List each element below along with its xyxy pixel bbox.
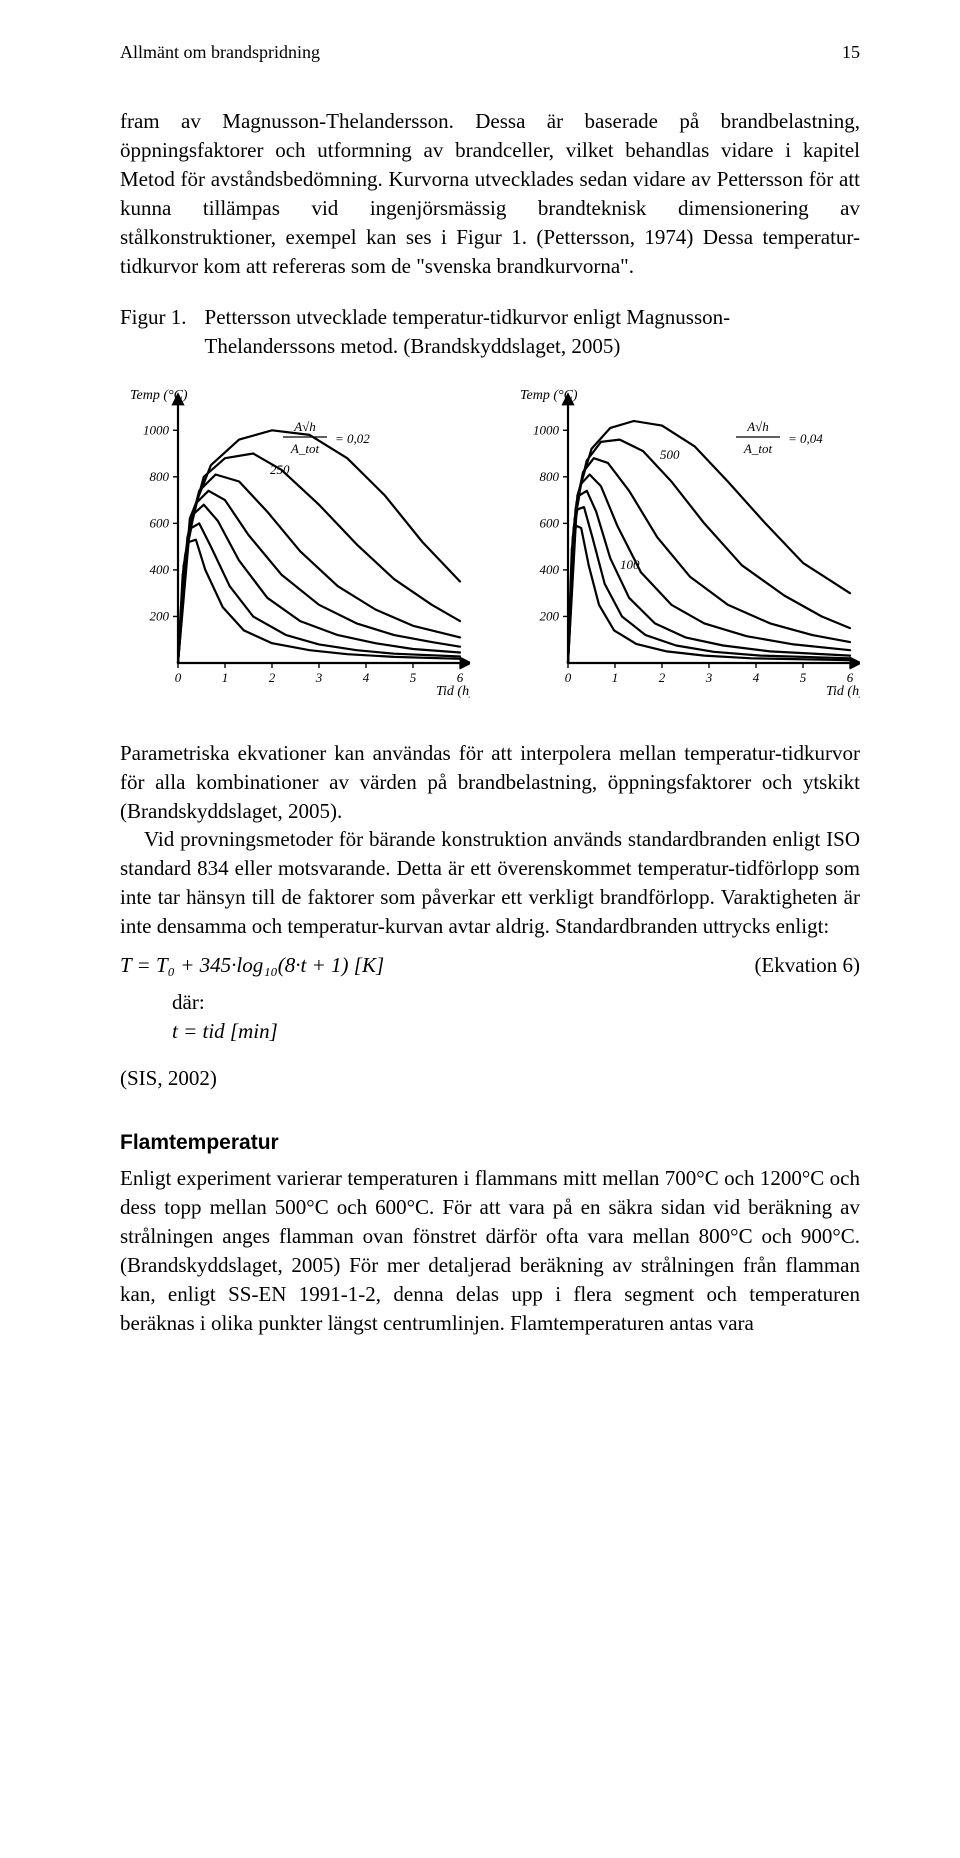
svg-text:200: 200 xyxy=(150,608,170,623)
figure-1-charts: 20040060080010000123456Temp (°C)Tid (h)A… xyxy=(120,379,860,699)
svg-text:6: 6 xyxy=(847,670,854,685)
svg-text:600: 600 xyxy=(540,515,560,530)
svg-text:800: 800 xyxy=(540,468,560,483)
figure-label: Figur 1. xyxy=(120,303,205,361)
svg-text:1: 1 xyxy=(222,670,229,685)
svg-text:1000: 1000 xyxy=(143,422,170,437)
svg-text:A_tot: A_tot xyxy=(290,441,320,456)
where-line: t = tid [min] xyxy=(172,1017,860,1046)
svg-text:400: 400 xyxy=(150,561,170,576)
figure-1-caption: Figur 1. Pettersson utvecklade temperatu… xyxy=(120,303,860,361)
svg-text:3: 3 xyxy=(315,670,323,685)
svg-text:A_tot: A_tot xyxy=(743,441,773,456)
svg-text:= 0,04: = 0,04 xyxy=(788,431,823,446)
section-heading-flamtemperatur: Flamtemperatur xyxy=(120,1129,860,1158)
svg-text:100: 100 xyxy=(620,557,640,572)
svg-text:A√h: A√h xyxy=(746,419,769,434)
equation-lhs: T = T₀ + 345·log₁₀(8·t + 1) [K] xyxy=(120,951,384,980)
citation-sis: (SIS, 2002) xyxy=(120,1064,860,1093)
chart-left: 200 400 600 800 1000 0 1 2 3 4 5 6 Temp (°C) Tid (h) A… xyxy=(120,379,470,699)
paragraph-4: Enligt experiment varierar temperaturen … xyxy=(120,1164,860,1338)
svg-text:2: 2 xyxy=(659,670,666,685)
equation-6: T = T₀ + 345·log₁₀(8·t + 1) [K] (Ekvatio… xyxy=(120,951,860,980)
svg-text:5: 5 xyxy=(410,670,417,685)
svg-text:4: 4 xyxy=(363,670,370,685)
svg-text:600: 600 xyxy=(150,515,170,530)
svg-text:3: 3 xyxy=(705,670,713,685)
svg-text:800: 800 xyxy=(150,468,170,483)
svg-text:A√h: A√h xyxy=(293,419,316,434)
page-header: Allmänt om brandspridning 15 xyxy=(120,40,860,65)
where-label: där: xyxy=(172,988,860,1017)
svg-text:200: 200 xyxy=(540,608,560,623)
header-left: Allmänt om brandspridning xyxy=(120,40,320,65)
header-page-number: 15 xyxy=(842,40,860,65)
svg-text:0: 0 xyxy=(565,670,572,685)
svg-text:400: 400 xyxy=(540,561,560,576)
equation-where-block: där: t = tid [min] xyxy=(172,988,860,1046)
paragraph-3: Vid provningsmetoder för bärande konstru… xyxy=(120,825,860,941)
svg-text:2: 2 xyxy=(269,670,276,685)
svg-text:4: 4 xyxy=(753,670,760,685)
equation-label: (Ekvation 6) xyxy=(754,951,860,980)
svg-text:500: 500 xyxy=(660,447,680,462)
svg-text:Tid (h): Tid (h) xyxy=(436,684,470,699)
svg-text:1: 1 xyxy=(612,670,619,685)
svg-text:1000: 1000 xyxy=(533,422,560,437)
svg-text:5: 5 xyxy=(800,670,807,685)
paragraph-1: fram av Magnusson-Thelandersson. Dessa ä… xyxy=(120,107,860,281)
svg-text:= 0,02: = 0,02 xyxy=(335,431,370,446)
svg-text:Tid (h): Tid (h) xyxy=(826,684,860,699)
figure-text: Pettersson utvecklade temperatur-tidkurv… xyxy=(205,303,860,361)
chart-right: 200 400 600 800 1000 0 1 2 3 4 5 6 Temp (°C) Tid (h) A… xyxy=(510,379,860,699)
svg-text:250: 250 xyxy=(270,462,290,477)
svg-text:Temp (°C): Temp (°C) xyxy=(130,388,188,403)
svg-text:6: 6 xyxy=(457,670,464,685)
svg-text:0: 0 xyxy=(175,670,182,685)
paragraph-2: Parametriska ekvationer kan användas för… xyxy=(120,739,860,826)
svg-text:Temp (°C): Temp (°C) xyxy=(520,388,578,403)
